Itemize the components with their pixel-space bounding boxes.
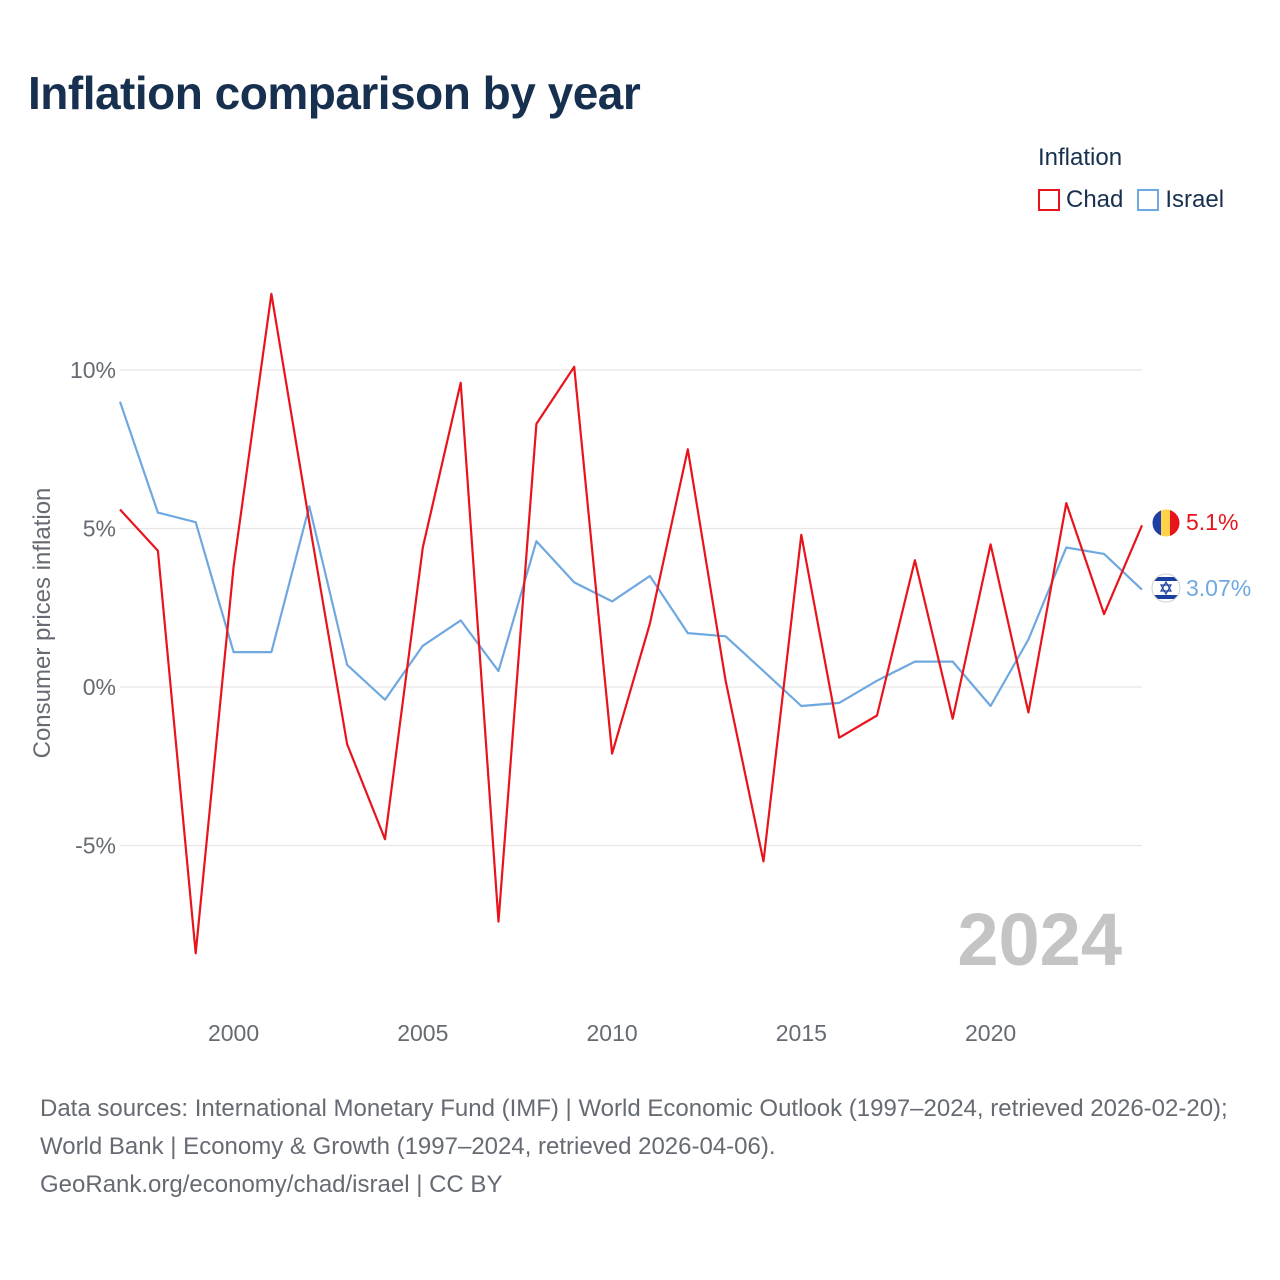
end-label-chad: 5.1% — [1186, 509, 1238, 535]
legend: Chad Israel — [1038, 186, 1238, 214]
grid-lines — [120, 369, 1142, 847]
x-tick-label: 2015 — [776, 1020, 827, 1046]
legend-item-israel[interactable]: Israel — [1137, 186, 1224, 214]
end-label-israel: 3.07% — [1186, 575, 1251, 601]
footer: Data sources: International Monetary Fun… — [40, 1090, 1250, 1204]
legend-label-israel: Israel — [1165, 186, 1225, 213]
israel-flag-icon — [1151, 573, 1181, 603]
x-tick-label: 2005 — [397, 1020, 448, 1046]
end-labels: 5.1% 3.07% — [1186, 509, 1251, 601]
series-line-chad — [119, 292, 1144, 955]
y-axis-label: Consumer prices inflation — [29, 488, 56, 759]
y-axis-ticks: -5% 0% 5% 10% — [70, 357, 116, 859]
chart-area: -5% 0% 5% 10% 2000 2005 2010 2015 2020 Consumer… — [29, 292, 1251, 1046]
source-link[interactable]: GeoRank.org/economy/chad/israel | CC BY — [40, 1171, 503, 1198]
y-tick-label: 5% — [83, 516, 116, 542]
x-tick-label: 2000 — [208, 1020, 259, 1046]
series-line-israel — [118, 401, 1143, 708]
x-tick-label: 2010 — [586, 1020, 637, 1046]
legend-label-chad: Chad — [1066, 186, 1124, 213]
x-tick-label: 2020 — [965, 1020, 1016, 1046]
x-axis-ticks: 2000 2005 2010 2015 2020 — [208, 1020, 1016, 1046]
y-tick-label: -5% — [75, 833, 116, 859]
legend-title: Inflation — [1038, 144, 1123, 171]
chad-flag-icon — [1151, 508, 1181, 538]
year-watermark: 2024 — [957, 898, 1122, 981]
legend-item-chad[interactable]: Chad — [1038, 186, 1123, 214]
series-lines — [118, 292, 1144, 955]
legend-swatch-chad — [1038, 189, 1060, 211]
legend-swatch-israel — [1137, 189, 1160, 211]
page-title: Inflation comparison by year — [28, 67, 641, 119]
y-tick-label: 10% — [70, 357, 116, 383]
data-sources: Data sources: International Monetary Fun… — [40, 1095, 1228, 1160]
y-tick-label: 0% — [83, 674, 116, 700]
end-markers — [1151, 508, 1181, 603]
